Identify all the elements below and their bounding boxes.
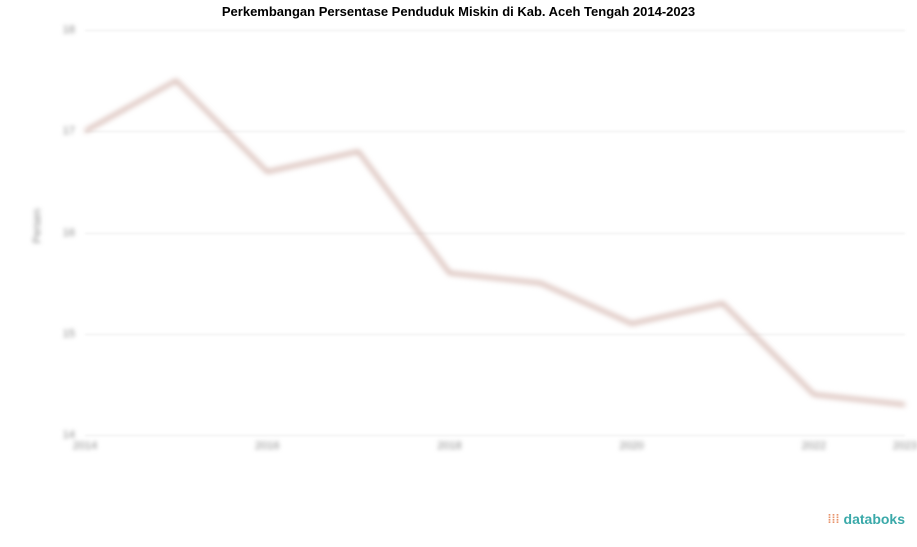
y-axis-label: Persen [31,209,43,244]
gridline [85,435,905,436]
y-tick-label: 17 [55,125,75,137]
x-tick-label: 2020 [612,440,652,452]
x-tick-label: 2018 [429,440,469,452]
data-line [85,81,905,405]
watermark: ⁞⁞⁞ databoks [828,511,905,527]
x-tick-label: 2014 [65,440,105,452]
chart-title: Perkembangan Persentase Penduduk Miskin … [0,0,917,19]
y-tick-label: 18 [55,24,75,36]
line-chart-svg [85,30,905,435]
x-tick-label: 2022 [794,440,834,452]
x-tick-label: 2023 [885,440,917,452]
y-tick-label: 15 [55,328,75,340]
x-tick-label: 2016 [247,440,287,452]
watermark-icon: ⁞⁞⁞ [828,512,840,526]
watermark-text: databoks [844,511,905,527]
y-tick-label: 16 [55,227,75,239]
